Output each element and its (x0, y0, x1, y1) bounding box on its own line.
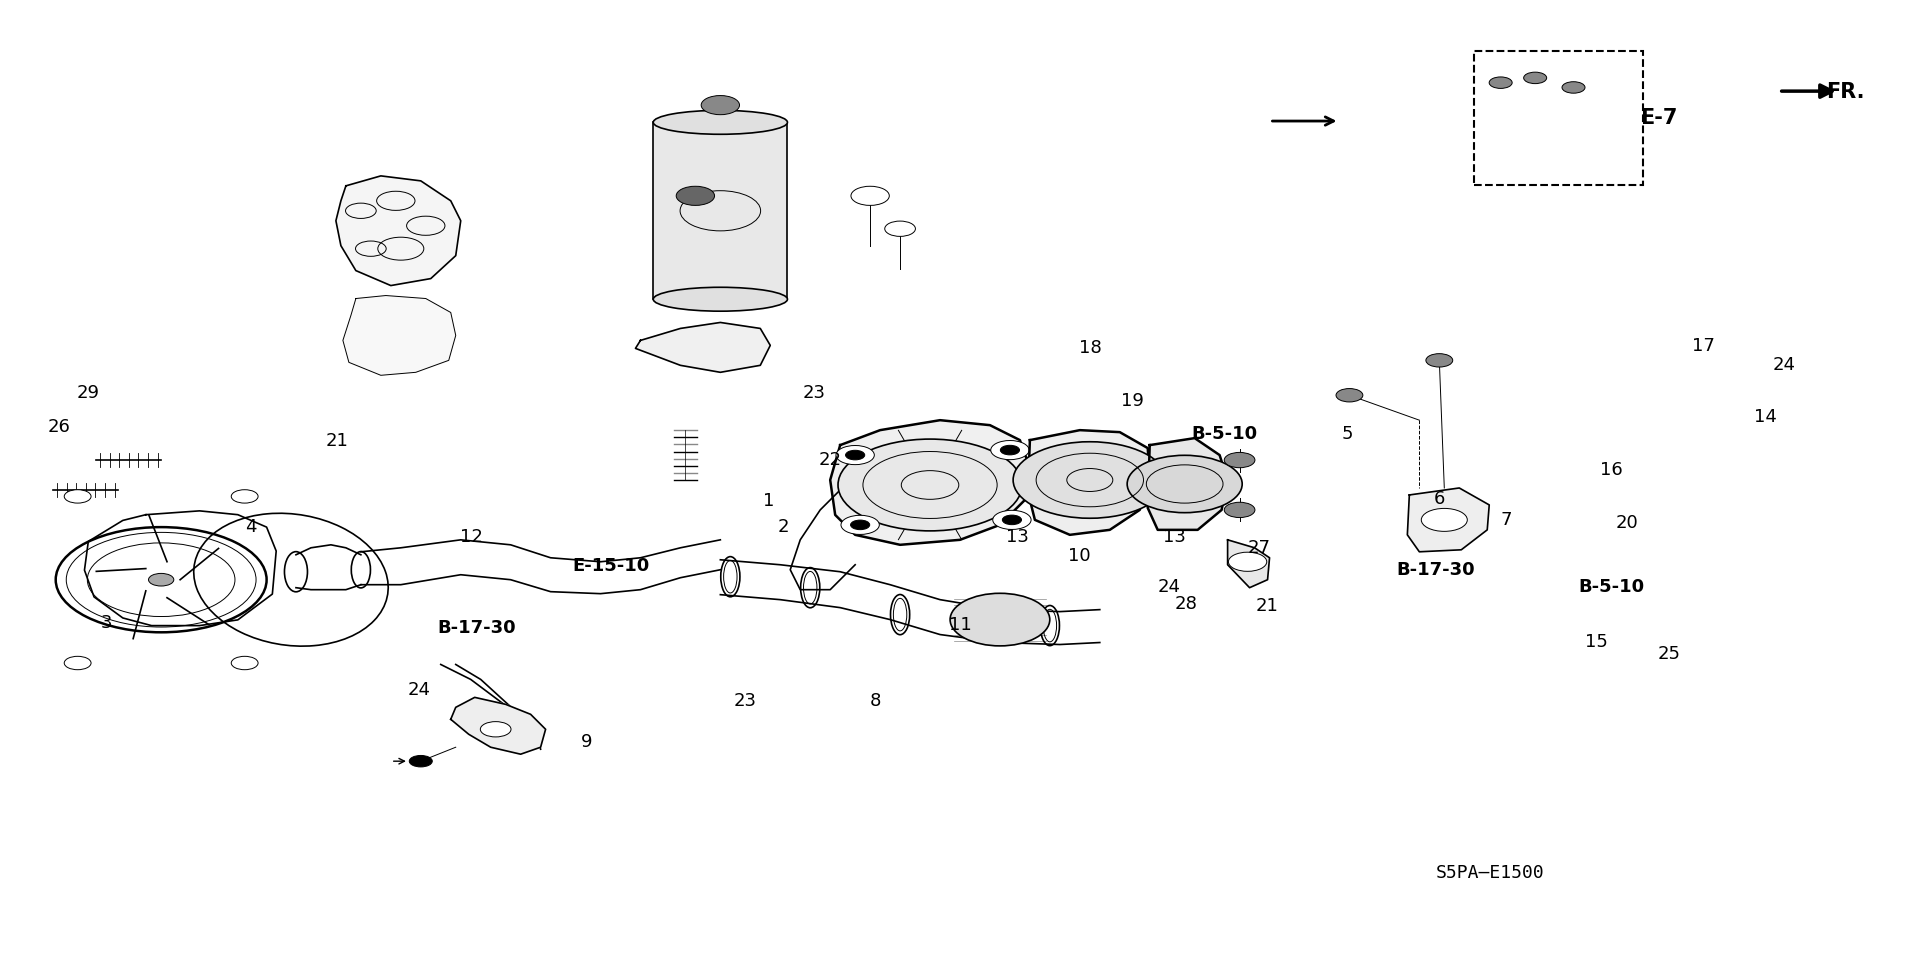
Text: 27: 27 (1248, 539, 1271, 557)
Text: E-7: E-7 (1640, 108, 1678, 129)
Polygon shape (451, 697, 545, 754)
Text: 4: 4 (246, 518, 257, 536)
Text: 3: 3 (102, 614, 113, 632)
Circle shape (56, 527, 267, 632)
Circle shape (851, 186, 889, 205)
Circle shape (230, 490, 257, 503)
Circle shape (885, 222, 916, 236)
Text: 23: 23 (803, 385, 826, 403)
Text: 17: 17 (1692, 337, 1715, 355)
Circle shape (1229, 552, 1267, 572)
Text: 1: 1 (762, 492, 774, 509)
Circle shape (991, 440, 1029, 459)
Circle shape (1427, 354, 1453, 367)
Bar (1475, 51, 1642, 185)
Circle shape (1225, 503, 1256, 518)
Text: 15: 15 (1586, 633, 1607, 651)
Polygon shape (829, 420, 1029, 545)
Circle shape (148, 573, 175, 586)
Text: 20: 20 (1617, 513, 1638, 531)
Circle shape (701, 96, 739, 115)
Text: FR.: FR. (1826, 82, 1864, 103)
Text: 22: 22 (818, 452, 841, 469)
Circle shape (1563, 82, 1586, 93)
Text: 16: 16 (1601, 461, 1622, 479)
Ellipse shape (653, 110, 787, 134)
Text: S5PA—E1500: S5PA—E1500 (1436, 864, 1544, 882)
Bar (653, 123, 787, 299)
Text: 25: 25 (1657, 644, 1680, 663)
Text: 24: 24 (407, 681, 430, 699)
Circle shape (835, 446, 874, 464)
Text: B-17-30: B-17-30 (438, 619, 516, 637)
Circle shape (1014, 442, 1167, 518)
Text: 24: 24 (1158, 577, 1181, 596)
Polygon shape (1027, 431, 1150, 535)
Circle shape (676, 186, 714, 205)
Ellipse shape (653, 288, 787, 311)
Circle shape (1524, 72, 1548, 83)
Text: B-5-10: B-5-10 (1578, 577, 1645, 596)
Circle shape (845, 451, 864, 460)
Text: 9: 9 (580, 734, 591, 752)
Text: 7: 7 (1501, 510, 1513, 528)
Circle shape (409, 756, 432, 767)
Text: 28: 28 (1175, 595, 1198, 613)
Text: 19: 19 (1121, 392, 1144, 410)
Circle shape (1002, 515, 1021, 525)
Polygon shape (84, 511, 276, 625)
Polygon shape (636, 322, 770, 372)
Text: 11: 11 (948, 616, 972, 634)
Text: 5: 5 (1342, 425, 1354, 443)
Text: 2: 2 (778, 518, 789, 536)
Circle shape (63, 656, 90, 669)
Text: 14: 14 (1753, 409, 1776, 427)
Text: 23: 23 (733, 692, 756, 711)
Circle shape (993, 510, 1031, 529)
Text: 12: 12 (459, 527, 482, 546)
Circle shape (1000, 445, 1020, 455)
Circle shape (851, 520, 870, 529)
Text: 24: 24 (1772, 356, 1795, 374)
Circle shape (1421, 508, 1467, 531)
Text: 18: 18 (1079, 339, 1102, 357)
Circle shape (837, 439, 1021, 531)
Polygon shape (336, 175, 461, 286)
Text: 21: 21 (326, 433, 348, 451)
Text: 8: 8 (870, 692, 881, 711)
Circle shape (480, 721, 511, 737)
Ellipse shape (950, 594, 1050, 646)
Text: E-15-10: E-15-10 (572, 556, 649, 574)
Circle shape (1336, 388, 1363, 402)
Text: 13: 13 (1006, 527, 1029, 546)
Text: B-5-10: B-5-10 (1192, 425, 1258, 443)
Polygon shape (1148, 438, 1227, 530)
Text: 29: 29 (77, 385, 100, 403)
Circle shape (1490, 77, 1513, 88)
Text: 10: 10 (1068, 547, 1091, 565)
Circle shape (230, 656, 257, 669)
Circle shape (1127, 456, 1242, 513)
Text: 6: 6 (1434, 490, 1446, 507)
Text: 13: 13 (1164, 527, 1187, 546)
Polygon shape (1227, 540, 1269, 588)
Text: 21: 21 (1256, 596, 1279, 615)
Circle shape (1225, 453, 1256, 468)
Circle shape (841, 515, 879, 534)
Circle shape (63, 490, 90, 503)
Text: B-17-30: B-17-30 (1396, 561, 1475, 579)
Polygon shape (344, 295, 455, 375)
Text: 26: 26 (48, 418, 71, 436)
Polygon shape (1407, 488, 1490, 551)
